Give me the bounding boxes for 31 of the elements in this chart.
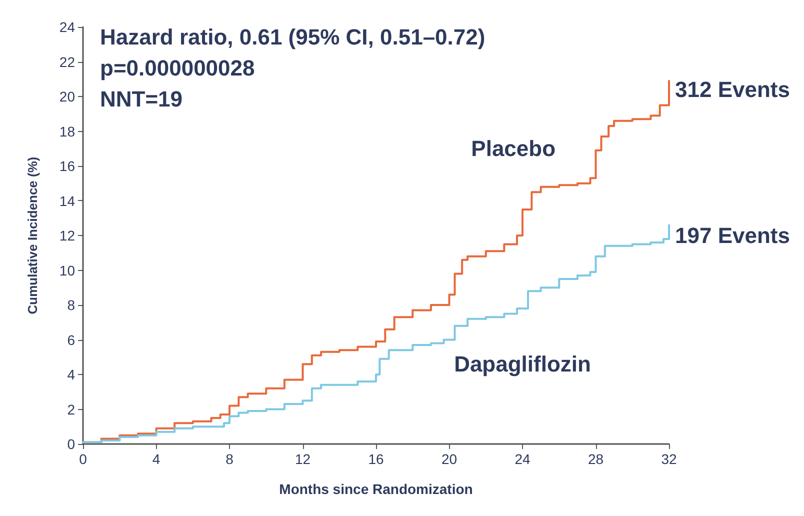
y-tick-label: 24 [59,19,76,35]
y-tick-label: 6 [67,332,76,348]
y-tick-label: 8 [67,297,76,313]
y-tick-label: 16 [59,158,76,174]
x-tick-label: 8 [226,451,234,467]
y-tick-label: 4 [67,366,76,382]
series-label: Placebo [471,136,556,162]
x-tick-label: 0 [79,451,88,467]
annotation: 312 Events [675,77,790,102]
x-axis-title: Months since Randomization [279,481,473,497]
y-tick-label: 22 [59,54,76,70]
y-tick-label: 2 [67,401,76,418]
y-tick-label: 10 [59,262,76,278]
x-tick-label: 4 [152,451,160,467]
x-tick-label: 32 [661,451,677,467]
x-tick-label: 12 [294,451,311,467]
annotation: 197 Events [675,223,790,248]
y-tick-label: 0 [67,436,76,452]
y-tick-label: 18 [59,123,76,140]
annotation: NNT=19 [100,86,183,112]
x-tick-label: 28 [588,451,604,467]
y-tick-label: 20 [59,88,76,104]
annotation: p=0.000000028 [100,56,255,80]
y-axis-title: Cumulative Incidence (%) [25,156,40,314]
x-tick-label: 24 [514,451,530,467]
x-tick-label: 20 [441,451,458,467]
series-label: Dapagliflozin [454,352,591,377]
x-tick-label: 16 [368,451,384,467]
annotation: Hazard ratio, 0.61 (95% CI, 0.51–0.72) [100,24,486,50]
y-tick-label: 12 [59,228,76,244]
y-tick-label: 14 [59,192,76,209]
